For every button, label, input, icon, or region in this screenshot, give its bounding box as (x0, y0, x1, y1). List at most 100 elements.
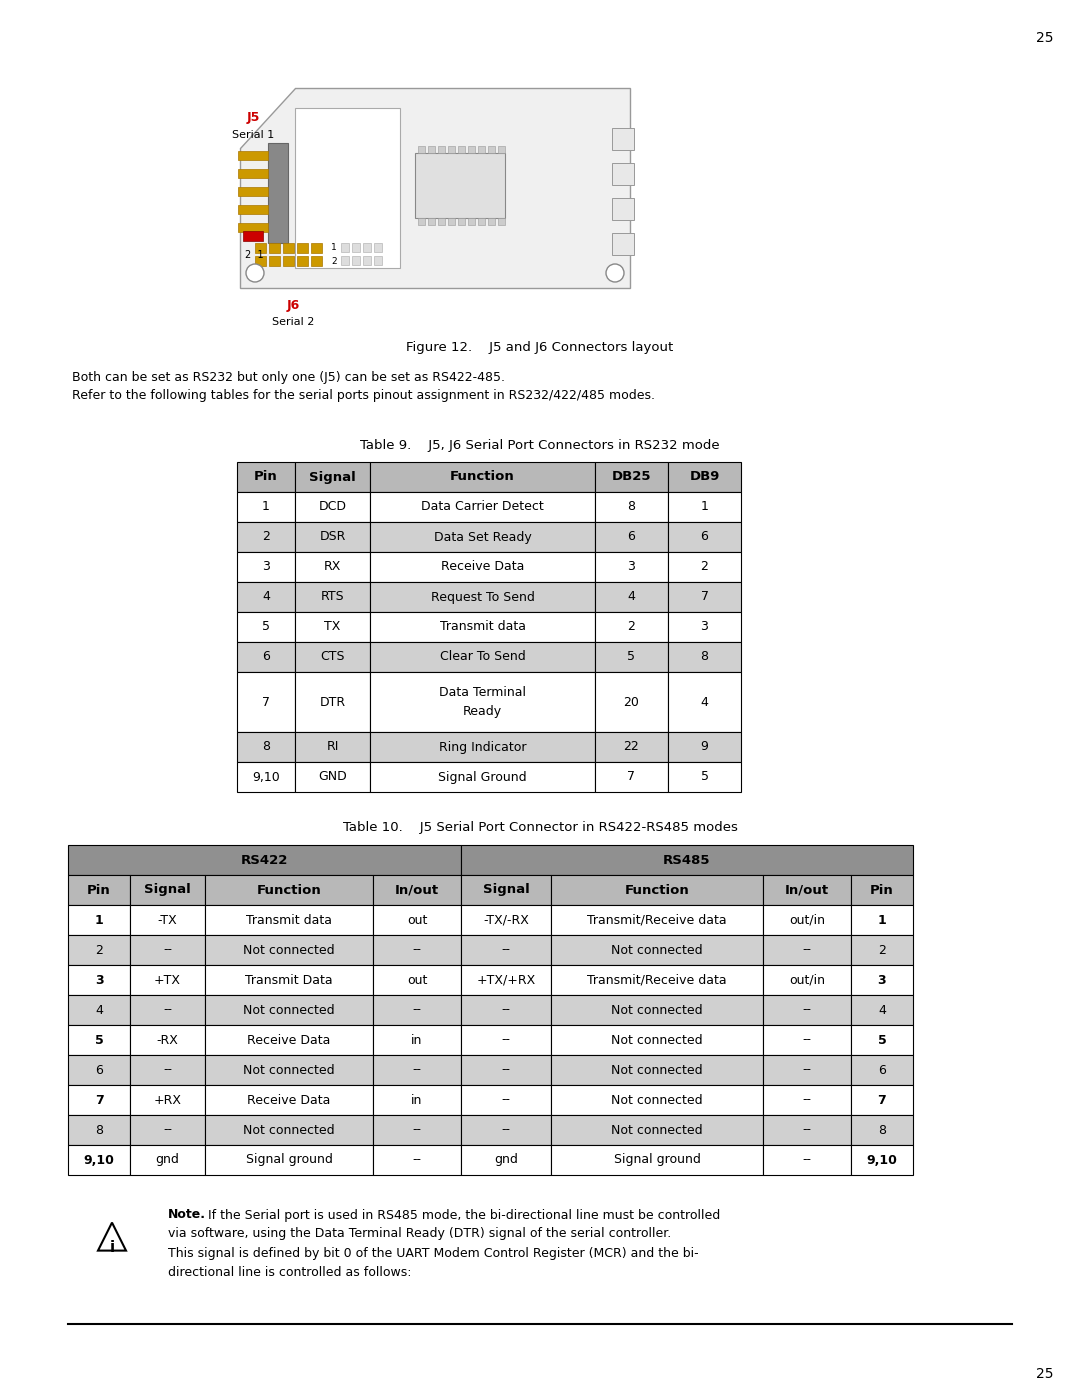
Text: 7: 7 (701, 591, 708, 604)
Bar (851, 995, 913, 1025)
Bar (130, 1085, 205, 1115)
Bar (551, 935, 762, 965)
Bar (551, 1085, 762, 1115)
Text: 7: 7 (627, 771, 635, 784)
Bar (551, 875, 762, 905)
Text: 5: 5 (878, 1034, 887, 1046)
Bar (461, 1025, 551, 1055)
Text: --: -- (802, 1094, 811, 1106)
Text: 3: 3 (878, 974, 887, 986)
Bar (341, 256, 349, 265)
Text: --: -- (413, 1154, 421, 1166)
Bar (130, 965, 205, 995)
Text: Not connected: Not connected (611, 1094, 703, 1106)
Text: Signal ground: Signal ground (613, 1154, 701, 1166)
Text: --: -- (802, 1154, 811, 1166)
Text: Not connected: Not connected (611, 1123, 703, 1137)
Bar (295, 643, 370, 672)
Text: 7: 7 (262, 696, 270, 708)
Bar (237, 643, 295, 672)
Bar (370, 643, 595, 672)
Text: RS422: RS422 (241, 854, 288, 866)
Bar (461, 935, 551, 965)
Text: 7: 7 (95, 1094, 104, 1106)
Bar (461, 1085, 551, 1115)
Text: 4: 4 (627, 591, 635, 604)
Bar (68, 1085, 130, 1115)
Bar (595, 672, 669, 732)
Text: RX: RX (324, 560, 341, 574)
Bar (295, 672, 370, 732)
Text: 6: 6 (878, 1063, 886, 1077)
Text: Serial 2: Serial 2 (272, 317, 314, 327)
Text: via software, using the Data Terminal Ready (DTR) signal of the serial controlle: via software, using the Data Terminal Re… (168, 1228, 672, 1241)
Bar (295, 492, 370, 522)
Bar (297, 256, 308, 265)
Text: Figure 12.    J5 and J6 Connectors layout: Figure 12. J5 and J6 Connectors layout (406, 341, 674, 355)
Text: 5: 5 (95, 1034, 104, 1046)
Text: --: -- (163, 1063, 172, 1077)
Text: Signal: Signal (309, 471, 356, 483)
Bar (428, 218, 435, 225)
Text: DB25: DB25 (611, 471, 651, 483)
Bar (762, 1025, 851, 1055)
Text: --: -- (802, 1123, 811, 1137)
Text: 4: 4 (95, 1003, 103, 1017)
Bar (237, 462, 295, 492)
Text: Serial 1: Serial 1 (232, 130, 274, 140)
Bar (205, 1146, 373, 1175)
Text: RTS: RTS (321, 591, 345, 604)
Text: 8: 8 (95, 1123, 103, 1137)
Bar (237, 552, 295, 583)
Text: J6: J6 (286, 299, 299, 313)
Bar (237, 583, 295, 612)
Bar (205, 905, 373, 935)
Bar (243, 231, 264, 242)
Bar (669, 583, 741, 612)
Bar (762, 1055, 851, 1085)
Text: Data Set Ready: Data Set Ready (434, 531, 531, 543)
Text: Pin: Pin (87, 883, 111, 897)
Bar (669, 732, 741, 761)
Bar (468, 147, 475, 154)
Bar (762, 875, 851, 905)
Bar (130, 995, 205, 1025)
Bar (237, 492, 295, 522)
Bar (551, 1055, 762, 1085)
Bar (669, 522, 741, 552)
Bar (478, 147, 485, 154)
Text: --: -- (501, 943, 511, 957)
Bar (551, 1115, 762, 1146)
Text: DB9: DB9 (689, 471, 719, 483)
Bar (461, 965, 551, 995)
Text: Signal ground: Signal ground (245, 1154, 333, 1166)
Bar (130, 1146, 205, 1175)
Bar (461, 1115, 551, 1146)
Text: Ready: Ready (463, 704, 502, 718)
Bar (458, 218, 465, 225)
Text: in: in (411, 1094, 422, 1106)
Bar (205, 965, 373, 995)
Text: -RX: -RX (157, 1034, 178, 1046)
Text: In/out: In/out (785, 883, 829, 897)
Text: Not connected: Not connected (611, 943, 703, 957)
Bar (363, 256, 372, 265)
Bar (669, 672, 741, 732)
Text: out: out (407, 914, 428, 926)
Text: J5: J5 (246, 112, 259, 124)
Text: Signal Ground: Signal Ground (438, 771, 527, 784)
Bar (238, 187, 268, 196)
Bar (488, 218, 495, 225)
Bar (418, 218, 426, 225)
Text: Not connected: Not connected (243, 1003, 335, 1017)
Bar (461, 905, 551, 935)
Bar (762, 1085, 851, 1115)
Bar (68, 965, 130, 995)
Text: 2: 2 (262, 531, 270, 543)
Text: Request To Send: Request To Send (431, 591, 535, 604)
Bar (851, 875, 913, 905)
Text: 1: 1 (330, 243, 337, 253)
Bar (595, 462, 669, 492)
Text: Transmit/Receive data: Transmit/Receive data (588, 974, 727, 986)
Text: 2: 2 (701, 560, 708, 574)
